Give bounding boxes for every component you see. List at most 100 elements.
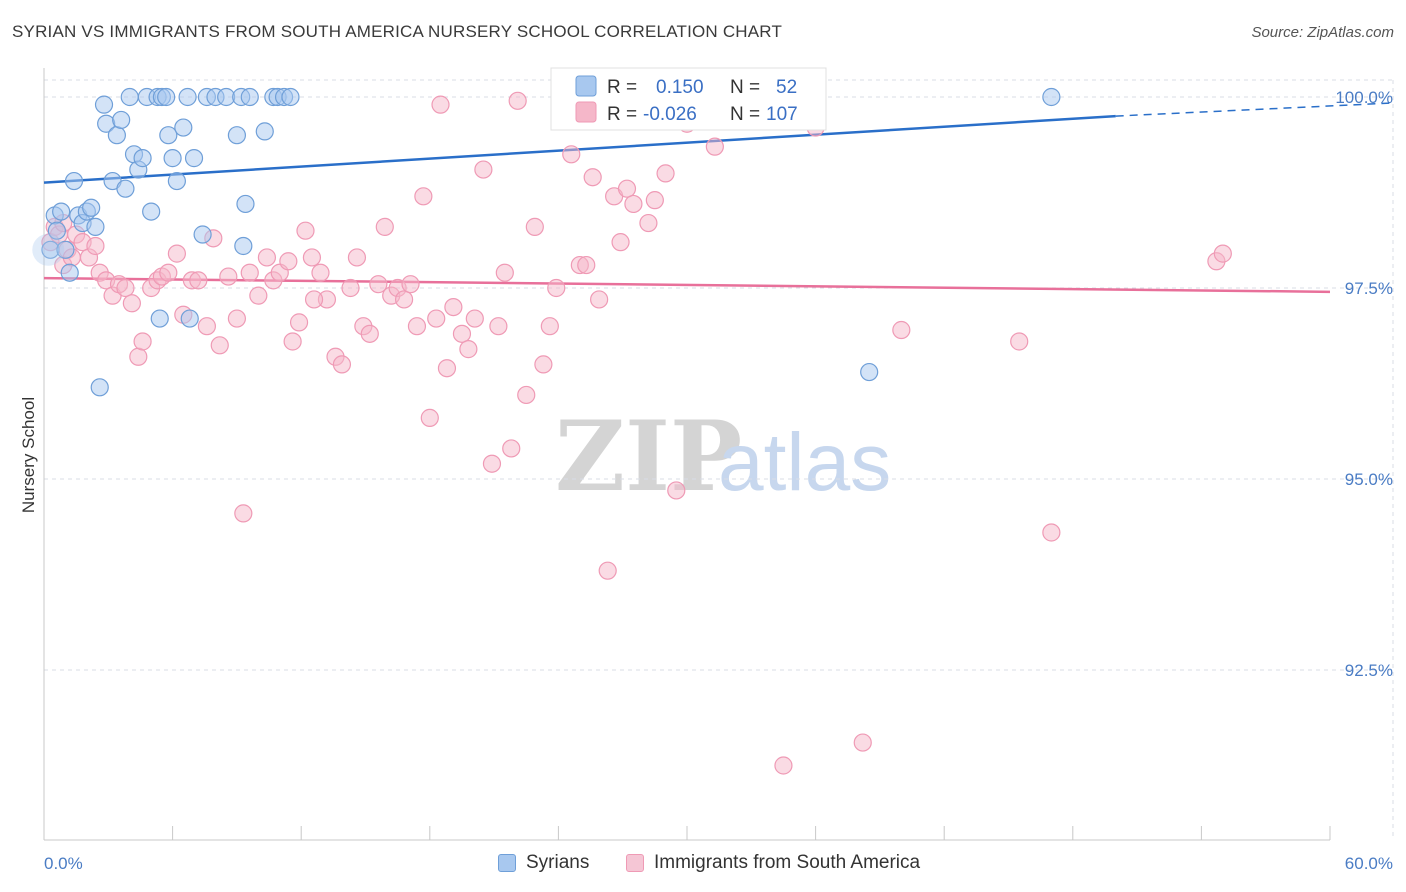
immigrants-point: [420, 408, 439, 427]
immigrants-point: [667, 481, 686, 500]
immigrants-point: [639, 213, 658, 233]
stats-legend-box: [550, 67, 827, 131]
bottom-legend-immigrants: Immigrants from South America: [626, 852, 920, 874]
syrians-point: [860, 362, 879, 382]
immigrants-point: [133, 332, 152, 351]
syrians-point: [255, 122, 274, 141]
immigrants-point: [474, 160, 493, 179]
immigrants-point: [431, 95, 450, 114]
legend-swatch-syrians: [575, 75, 597, 97]
x-tick-label-max: 60.0%: [1345, 854, 1393, 873]
immigrants-point: [279, 252, 298, 271]
immigrants-point: [311, 263, 330, 282]
immigrants-point: [617, 179, 637, 198]
chart-source: Source: ZipAtlas.com: [1251, 24, 1394, 41]
syrians-point: [159, 126, 178, 145]
data-points: [32, 87, 1232, 775]
immigrants-point: [167, 244, 186, 263]
legend-r-value-1: 0.150: [656, 77, 704, 98]
immigrants-point: [240, 263, 259, 282]
syrians-point: [94, 95, 114, 114]
syrians-point: [178, 87, 197, 107]
bottom-legend-syrians: Syrians: [498, 852, 589, 874]
immigrants-point: [562, 145, 581, 164]
syrians-point: [281, 87, 300, 107]
immigrants-point: [302, 248, 322, 267]
immigrants-point: [197, 317, 216, 336]
stats-legend: R = 0.150 N = 52 R = -0.026 N = 107: [550, 67, 827, 131]
trend-lines: [43, 102, 1391, 294]
immigrants-point: [249, 286, 268, 305]
syrians-trend-line: [43, 114, 1116, 184]
syrians-point: [86, 217, 105, 236]
immigrants-point: [360, 324, 379, 343]
bottom-legend-swatch-immigrants: [626, 854, 644, 872]
syrians-point: [150, 309, 169, 328]
immigrants-point: [227, 309, 246, 328]
immigrants-point: [645, 191, 664, 210]
immigrants-point: [705, 137, 724, 156]
immigrants-point: [495, 263, 514, 282]
immigrants-point: [219, 267, 238, 286]
immigrants-point: [1213, 244, 1232, 263]
immigrants-point: [304, 290, 324, 309]
y-tick-label: 95.0%: [1345, 470, 1393, 489]
immigrants-point: [234, 504, 253, 523]
y-tick-label: 100.0%: [1335, 88, 1393, 107]
syrians-point: [193, 225, 212, 244]
syrians-point: [180, 309, 199, 328]
watermark: ZIP atlas: [555, 400, 891, 513]
y-axis-label: Nursery School: [19, 397, 38, 513]
immigrants-point: [590, 290, 609, 309]
syrians-point: [120, 87, 139, 107]
watermark-atlas: atlas: [718, 417, 891, 508]
immigrants-point: [401, 275, 420, 294]
syrians-point: [107, 126, 126, 145]
immigrants-point: [296, 221, 315, 240]
syrians-point: [142, 202, 161, 221]
syrians-point: [64, 171, 84, 191]
immigrants-point: [525, 217, 544, 236]
bottom-legend-label-immigrants: Immigrants from South America: [654, 852, 921, 873]
immigrants-point: [283, 332, 302, 351]
syrians-trend-line-extension: [1115, 102, 1391, 117]
immigrants-point: [624, 194, 643, 214]
immigrants-point: [517, 385, 536, 405]
immigrants-point: [210, 336, 229, 355]
syrians-point-cluster: [32, 233, 65, 266]
legend-r-value-2: -0.026: [643, 104, 697, 125]
syrians-point: [1042, 87, 1061, 107]
immigrants-point: [656, 164, 675, 183]
y-tick-label: 97.5%: [1345, 279, 1393, 298]
legend-r-label-1: R =: [607, 77, 637, 98]
bottom-legend-swatch-syrians: [498, 854, 516, 872]
immigrants-point: [444, 298, 463, 317]
immigrants-point: [489, 317, 508, 336]
syrians-point: [116, 179, 135, 198]
axes: [43, 68, 1331, 841]
immigrants-point: [459, 340, 478, 359]
syrians-point: [82, 198, 101, 217]
y-tick-label: 92.5%: [1345, 661, 1393, 680]
syrians-point: [56, 240, 75, 259]
syrians-point: [112, 110, 131, 130]
legend-r-label-2: R =: [607, 104, 637, 125]
syrians-point: [167, 171, 186, 191]
axis-ticks: 92.5% 95.0% 97.5% 100.0% 0.0% 60.0%: [44, 88, 1393, 873]
legend-n-label-2: N =: [730, 104, 760, 125]
immigrants-point: [129, 347, 148, 366]
immigrants-point: [1010, 332, 1029, 351]
immigrants-point: [892, 320, 911, 340]
immigrants-point: [577, 255, 596, 275]
syrians-point: [227, 126, 246, 145]
syrians-point: [52, 202, 71, 221]
immigrants-point: [289, 313, 309, 332]
syrians-point: [90, 378, 109, 397]
immigrants-point: [1042, 523, 1061, 542]
immigrants-point: [534, 355, 553, 374]
legend-n-value-1: 52: [776, 77, 797, 98]
syrians-point: [236, 194, 255, 214]
syrians-point: [157, 87, 176, 107]
immigrants-point: [375, 217, 394, 236]
